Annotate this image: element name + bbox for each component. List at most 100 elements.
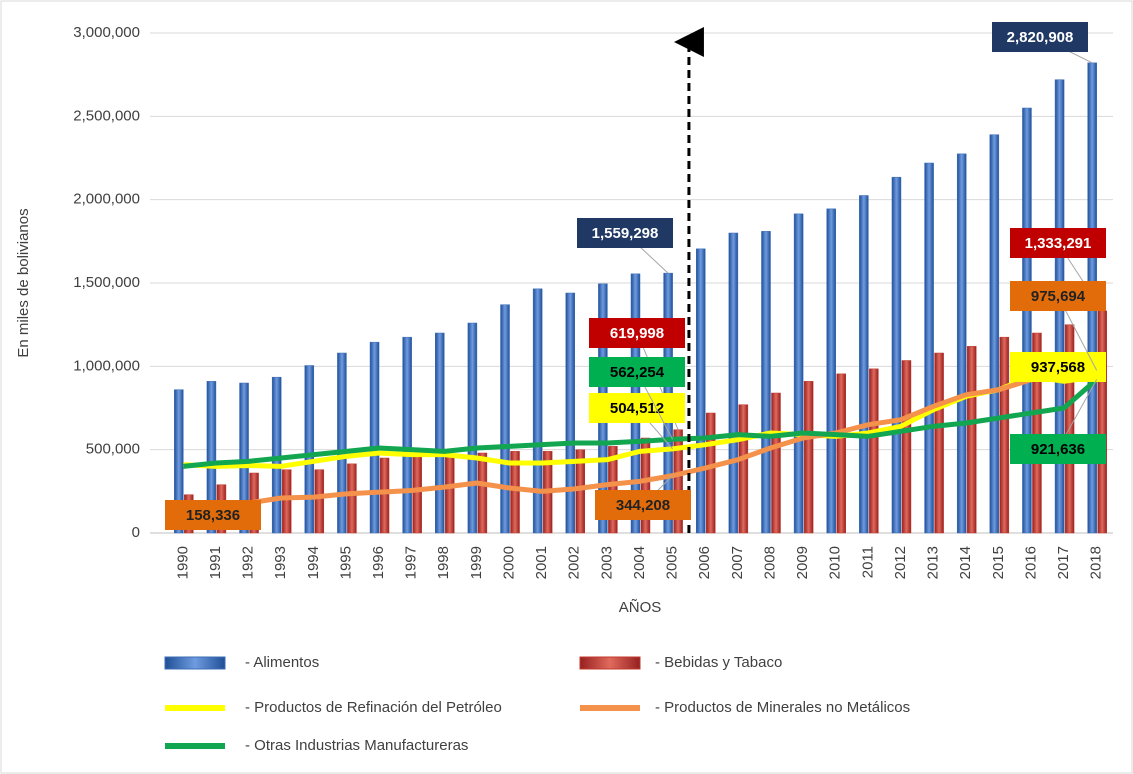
- bar: [859, 195, 869, 534]
- y-tick-label: 0: [132, 524, 140, 541]
- bar: [728, 232, 739, 534]
- bar: [445, 454, 455, 534]
- data-label: 1,333,291: [1025, 235, 1092, 252]
- bar: [477, 452, 488, 534]
- legend-label: - Bebidas y Tabaco: [655, 654, 782, 671]
- legend-label: - Alimentos: [245, 654, 319, 671]
- bar: [901, 360, 912, 534]
- x-tick-label: 1997: [403, 546, 420, 579]
- x-tick-label: 2016: [1022, 546, 1039, 579]
- x-tick-label: 2008: [761, 546, 778, 579]
- x-tick-label: 2003: [598, 546, 615, 579]
- bar: [174, 389, 184, 534]
- x-tick-label: 2011: [859, 546, 876, 578]
- x-tick-label: 1999: [468, 546, 485, 579]
- data-label-box: [589, 357, 685, 387]
- bar: [206, 381, 217, 534]
- y-tick-label: 3,000,000: [73, 24, 140, 41]
- bar: [239, 382, 249, 534]
- data-label-box: [1010, 228, 1106, 258]
- data-label-box: [589, 393, 685, 423]
- legend-label: - Otras Industrias Manufactureras: [245, 737, 468, 754]
- data-label-box: [595, 490, 691, 520]
- bar: [956, 153, 967, 534]
- y-tick-label: 1,500,000: [73, 274, 140, 291]
- data-label: 562,254: [610, 364, 665, 381]
- bar: [565, 292, 576, 534]
- data-label: 921,636: [1031, 441, 1085, 458]
- bar: [281, 469, 292, 534]
- data-label: 158,336: [186, 507, 240, 524]
- bar: [738, 404, 749, 534]
- data-label-box: [577, 218, 673, 248]
- x-tick-label: 2001: [533, 546, 550, 579]
- x-tick-label: 2018: [1088, 546, 1105, 579]
- bar: [1032, 332, 1042, 534]
- bar: [836, 373, 846, 534]
- bar: [640, 437, 651, 534]
- data-label-box: [1010, 281, 1106, 311]
- y-tick-label: 2,000,000: [73, 191, 140, 208]
- x-tick-label: 1994: [305, 546, 322, 579]
- bar: [934, 352, 944, 534]
- line: [183, 377, 1099, 469]
- legend-label: - Productos de Minerales no Metálicos: [655, 699, 910, 716]
- x-tick-label: 2017: [1055, 546, 1072, 579]
- data-label: 975,694: [1031, 288, 1086, 305]
- bar: [379, 457, 390, 534]
- bar: [771, 392, 781, 534]
- x-tick-label: 2009: [794, 546, 811, 579]
- bar: [1097, 310, 1107, 534]
- bar: [803, 381, 814, 534]
- x-tick-label: 2013: [925, 546, 942, 579]
- data-label-box: [165, 500, 261, 530]
- x-tick-label: 2015: [990, 546, 1007, 579]
- bar: [695, 248, 706, 534]
- bar: [999, 336, 1010, 534]
- data-label: 937,568: [1031, 359, 1085, 376]
- bar: [314, 469, 325, 534]
- bar: [271, 376, 282, 534]
- bar: [869, 368, 879, 534]
- bar: [793, 213, 804, 534]
- data-label: 619,998: [610, 325, 664, 342]
- y-tick-label: 1,000,000: [73, 357, 140, 374]
- bar: [347, 463, 357, 534]
- bar: [608, 446, 618, 534]
- x-tick-label: 1991: [207, 546, 224, 579]
- x-tick-label: 1995: [337, 546, 354, 579]
- x-tick-label: 2002: [566, 546, 583, 579]
- line: [183, 373, 1098, 469]
- legend-label: - Productos de Refinación del Petróleo: [245, 699, 502, 716]
- x-tick-label: 1996: [370, 546, 387, 579]
- bar: [510, 451, 520, 534]
- x-tick-label: 2000: [500, 546, 517, 579]
- x-tick-label: 2012: [892, 546, 909, 579]
- bar: [337, 352, 347, 534]
- x-tick-label: 2005: [664, 546, 681, 579]
- data-label-box: [992, 22, 1088, 52]
- x-tick-label: 2007: [729, 546, 746, 579]
- bar: [826, 208, 836, 534]
- bar: [705, 412, 716, 534]
- x-tick-label: 2010: [827, 546, 844, 579]
- x-tick-label: 1998: [435, 546, 452, 579]
- bar: [891, 176, 902, 534]
- x-tick-label: 1993: [272, 546, 289, 579]
- y-tick-label: 500,000: [86, 441, 140, 458]
- data-label-box: [1010, 434, 1106, 464]
- x-tick-label: 2006: [696, 546, 713, 579]
- bar: [467, 322, 478, 534]
- bar: [435, 332, 445, 534]
- bar: [532, 288, 543, 534]
- bar: [1022, 107, 1032, 534]
- data-label: 1,559,298: [592, 225, 659, 242]
- bar: [761, 231, 771, 534]
- bar: [369, 341, 380, 534]
- data-label-box: [589, 318, 685, 348]
- line: [183, 367, 1098, 510]
- bar: [402, 336, 412, 534]
- data-label: 2,820,908: [1007, 29, 1074, 46]
- legend-swatch: [579, 656, 641, 670]
- x-axis-title: AÑOS: [619, 599, 662, 616]
